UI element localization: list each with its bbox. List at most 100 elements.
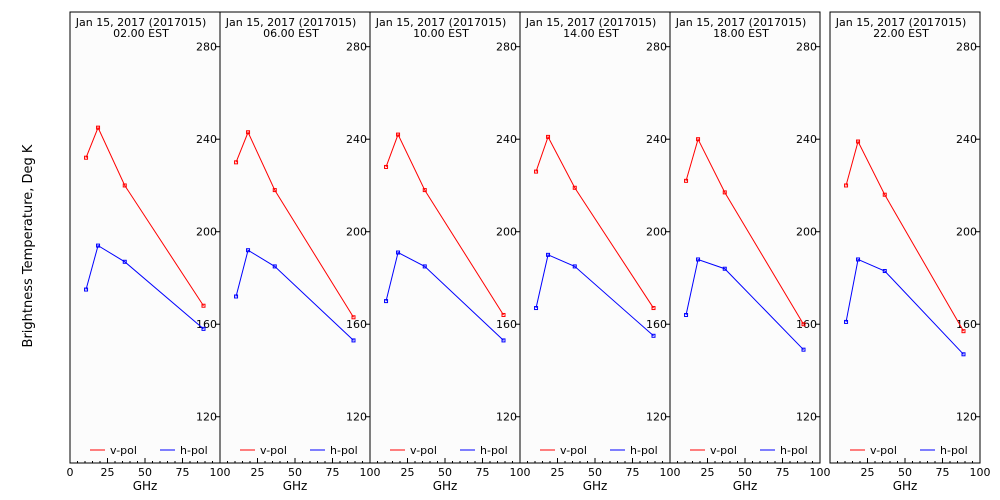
y-tick-label: 240 bbox=[496, 133, 517, 146]
y-tick-label: 280 bbox=[796, 41, 817, 54]
hpol-point bbox=[961, 352, 966, 357]
y-tick-label: 160 bbox=[796, 318, 817, 331]
y-tick-label: 160 bbox=[956, 318, 977, 331]
legend-label: h-pol bbox=[180, 444, 208, 457]
x-tick-label: 75 bbox=[476, 466, 490, 479]
x-tick-label: 50 bbox=[288, 466, 302, 479]
panel-frame bbox=[669, 11, 821, 464]
x-axis-label: GHz bbox=[433, 479, 458, 493]
panel-title: Jan 15, 2017 (2017015) bbox=[75, 16, 207, 29]
hpol-point bbox=[546, 252, 551, 257]
hpol-point bbox=[684, 312, 689, 317]
vpol-point bbox=[651, 306, 656, 311]
x-tick-label: 25 bbox=[861, 466, 875, 479]
hpol-point bbox=[384, 299, 389, 304]
x-axis-label: GHz bbox=[133, 479, 158, 493]
y-tick-label: 120 bbox=[196, 411, 217, 424]
y-tick-label: 160 bbox=[646, 318, 667, 331]
vpol-line bbox=[685, 137, 804, 325]
hpol-point bbox=[246, 248, 251, 253]
hpol-line bbox=[535, 254, 654, 337]
vpol-point bbox=[856, 139, 861, 144]
y-tick-label: 240 bbox=[346, 133, 367, 146]
x-tick-label: 0 bbox=[67, 466, 74, 479]
vpol-point bbox=[546, 134, 551, 139]
vpol-point bbox=[844, 183, 849, 188]
x-tick-label: 25 bbox=[551, 466, 565, 479]
y-tick-label: 280 bbox=[196, 41, 217, 54]
panel-title: Jan 15, 2017 (2017015) bbox=[225, 16, 357, 29]
x-tick-label: 75 bbox=[776, 466, 790, 479]
x-tick-label: 25 bbox=[401, 466, 415, 479]
y-tick-label: 200 bbox=[496, 226, 517, 239]
legend-label: v-pol bbox=[410, 444, 437, 457]
vpol-point bbox=[96, 125, 101, 130]
vpol-point bbox=[272, 188, 277, 193]
y-axis-label: Brightness Temperature, Deg K bbox=[21, 144, 36, 347]
y-tick-label: 160 bbox=[196, 318, 217, 331]
hpol-point bbox=[801, 347, 806, 352]
x-axis-label: GHz bbox=[283, 479, 308, 493]
y-tick-label: 160 bbox=[496, 318, 517, 331]
x-tick-label: 50 bbox=[588, 466, 602, 479]
x-tick-label: 50 bbox=[138, 466, 152, 479]
panel-time: 22.00 EST bbox=[873, 27, 929, 40]
x-tick-label: 50 bbox=[898, 466, 912, 479]
legend-label: h-pol bbox=[780, 444, 808, 457]
vpol-point bbox=[801, 322, 806, 327]
legend-label: v-pol bbox=[110, 444, 137, 457]
vpol-line bbox=[235, 131, 354, 318]
panel-frame bbox=[519, 11, 671, 464]
panel-frame bbox=[829, 11, 981, 464]
vpol-line bbox=[845, 140, 964, 332]
y-tick-label: 240 bbox=[956, 133, 977, 146]
vpol-point bbox=[722, 190, 727, 195]
vpol-point bbox=[696, 137, 701, 142]
vpol-point bbox=[384, 164, 389, 169]
vpol-line bbox=[385, 133, 504, 316]
hpol-point bbox=[651, 333, 656, 338]
panel-frame bbox=[69, 11, 221, 464]
hpol-point bbox=[272, 264, 277, 269]
y-tick-label: 280 bbox=[496, 41, 517, 54]
legend-label: v-pol bbox=[560, 444, 587, 457]
y-tick-label: 200 bbox=[956, 226, 977, 239]
x-tick-label: 75 bbox=[626, 466, 640, 479]
x-tick-label: 100 bbox=[660, 466, 681, 479]
x-tick-label: 25 bbox=[251, 466, 265, 479]
legend-label: h-pol bbox=[940, 444, 968, 457]
y-tick-label: 120 bbox=[346, 411, 367, 424]
panel-title: Jan 15, 2017 (2017015) bbox=[525, 16, 657, 29]
hpol-point bbox=[534, 306, 539, 311]
vpol-point bbox=[234, 160, 239, 165]
y-tick-label: 120 bbox=[646, 411, 667, 424]
hpol-point bbox=[201, 326, 206, 331]
x-tick-label: 25 bbox=[101, 466, 115, 479]
x-tick-label: 100 bbox=[210, 466, 231, 479]
panel-title: Jan 15, 2017 (2017015) bbox=[835, 16, 967, 29]
y-tick-label: 240 bbox=[196, 133, 217, 146]
vpol-point bbox=[396, 132, 401, 137]
vpol-line bbox=[535, 135, 654, 309]
y-tick-label: 200 bbox=[346, 226, 367, 239]
x-tick-label: 100 bbox=[970, 466, 991, 479]
panels: Jan 15, 2017 (2017015)02.00 EST120160200… bbox=[67, 11, 991, 493]
vpol-point bbox=[882, 192, 887, 197]
y-tick-label: 200 bbox=[646, 226, 667, 239]
hpol-point bbox=[122, 259, 127, 264]
y-tick-label: 280 bbox=[646, 41, 667, 54]
legend-label: v-pol bbox=[870, 444, 897, 457]
panel-time: 06.00 EST bbox=[263, 27, 319, 40]
hpol-point bbox=[696, 257, 701, 262]
vpol-line bbox=[85, 126, 204, 307]
hpol-line bbox=[385, 251, 504, 341]
vpol-point bbox=[501, 312, 506, 317]
hpol-point bbox=[856, 257, 861, 262]
panel-time: 14.00 EST bbox=[563, 27, 619, 40]
hpol-line bbox=[235, 249, 354, 341]
panel-frame bbox=[219, 11, 371, 464]
panel-time: 18.00 EST bbox=[713, 27, 769, 40]
legend-label: v-pol bbox=[260, 444, 287, 457]
vpol-point bbox=[572, 185, 577, 190]
y-tick-label: 240 bbox=[646, 133, 667, 146]
